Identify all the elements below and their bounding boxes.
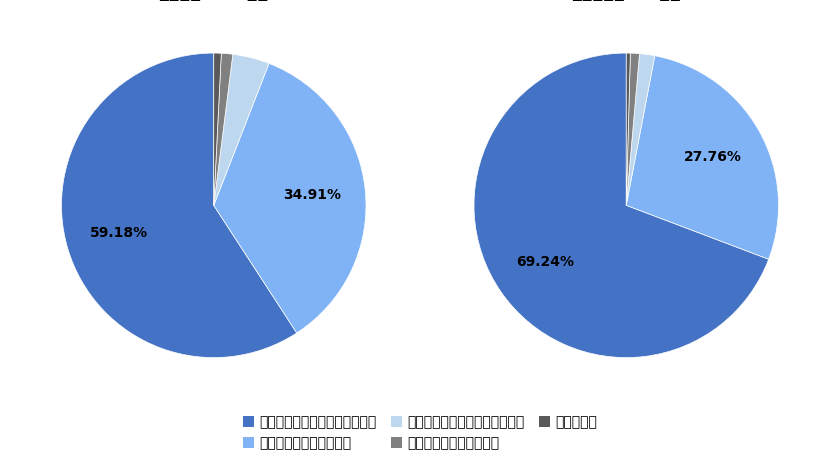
Wedge shape: [213, 63, 366, 333]
Wedge shape: [474, 53, 769, 358]
Wedge shape: [627, 53, 639, 205]
Title: 福祉施設（933件）: 福祉施設（933件）: [571, 0, 681, 2]
Text: 69.24%: 69.24%: [516, 254, 574, 269]
Legend: 経営の大きな負担になっている, 経営の負担になっている, それほど負担にはなっていない, 全く負担になっていない, 分からない: 経営の大きな負担になっている, 経営の負担になっている, それほど負担にはなって…: [238, 410, 602, 455]
Wedge shape: [627, 53, 630, 205]
Wedge shape: [213, 54, 269, 205]
Title: 全回答（2621件）: 全回答（2621件）: [159, 0, 269, 2]
Wedge shape: [213, 53, 233, 205]
Wedge shape: [627, 56, 779, 259]
Text: 27.76%: 27.76%: [684, 150, 742, 164]
Text: 34.91%: 34.91%: [283, 188, 341, 202]
Wedge shape: [61, 53, 297, 358]
Wedge shape: [213, 53, 221, 205]
Text: 59.18%: 59.18%: [90, 227, 148, 240]
Wedge shape: [627, 54, 654, 205]
